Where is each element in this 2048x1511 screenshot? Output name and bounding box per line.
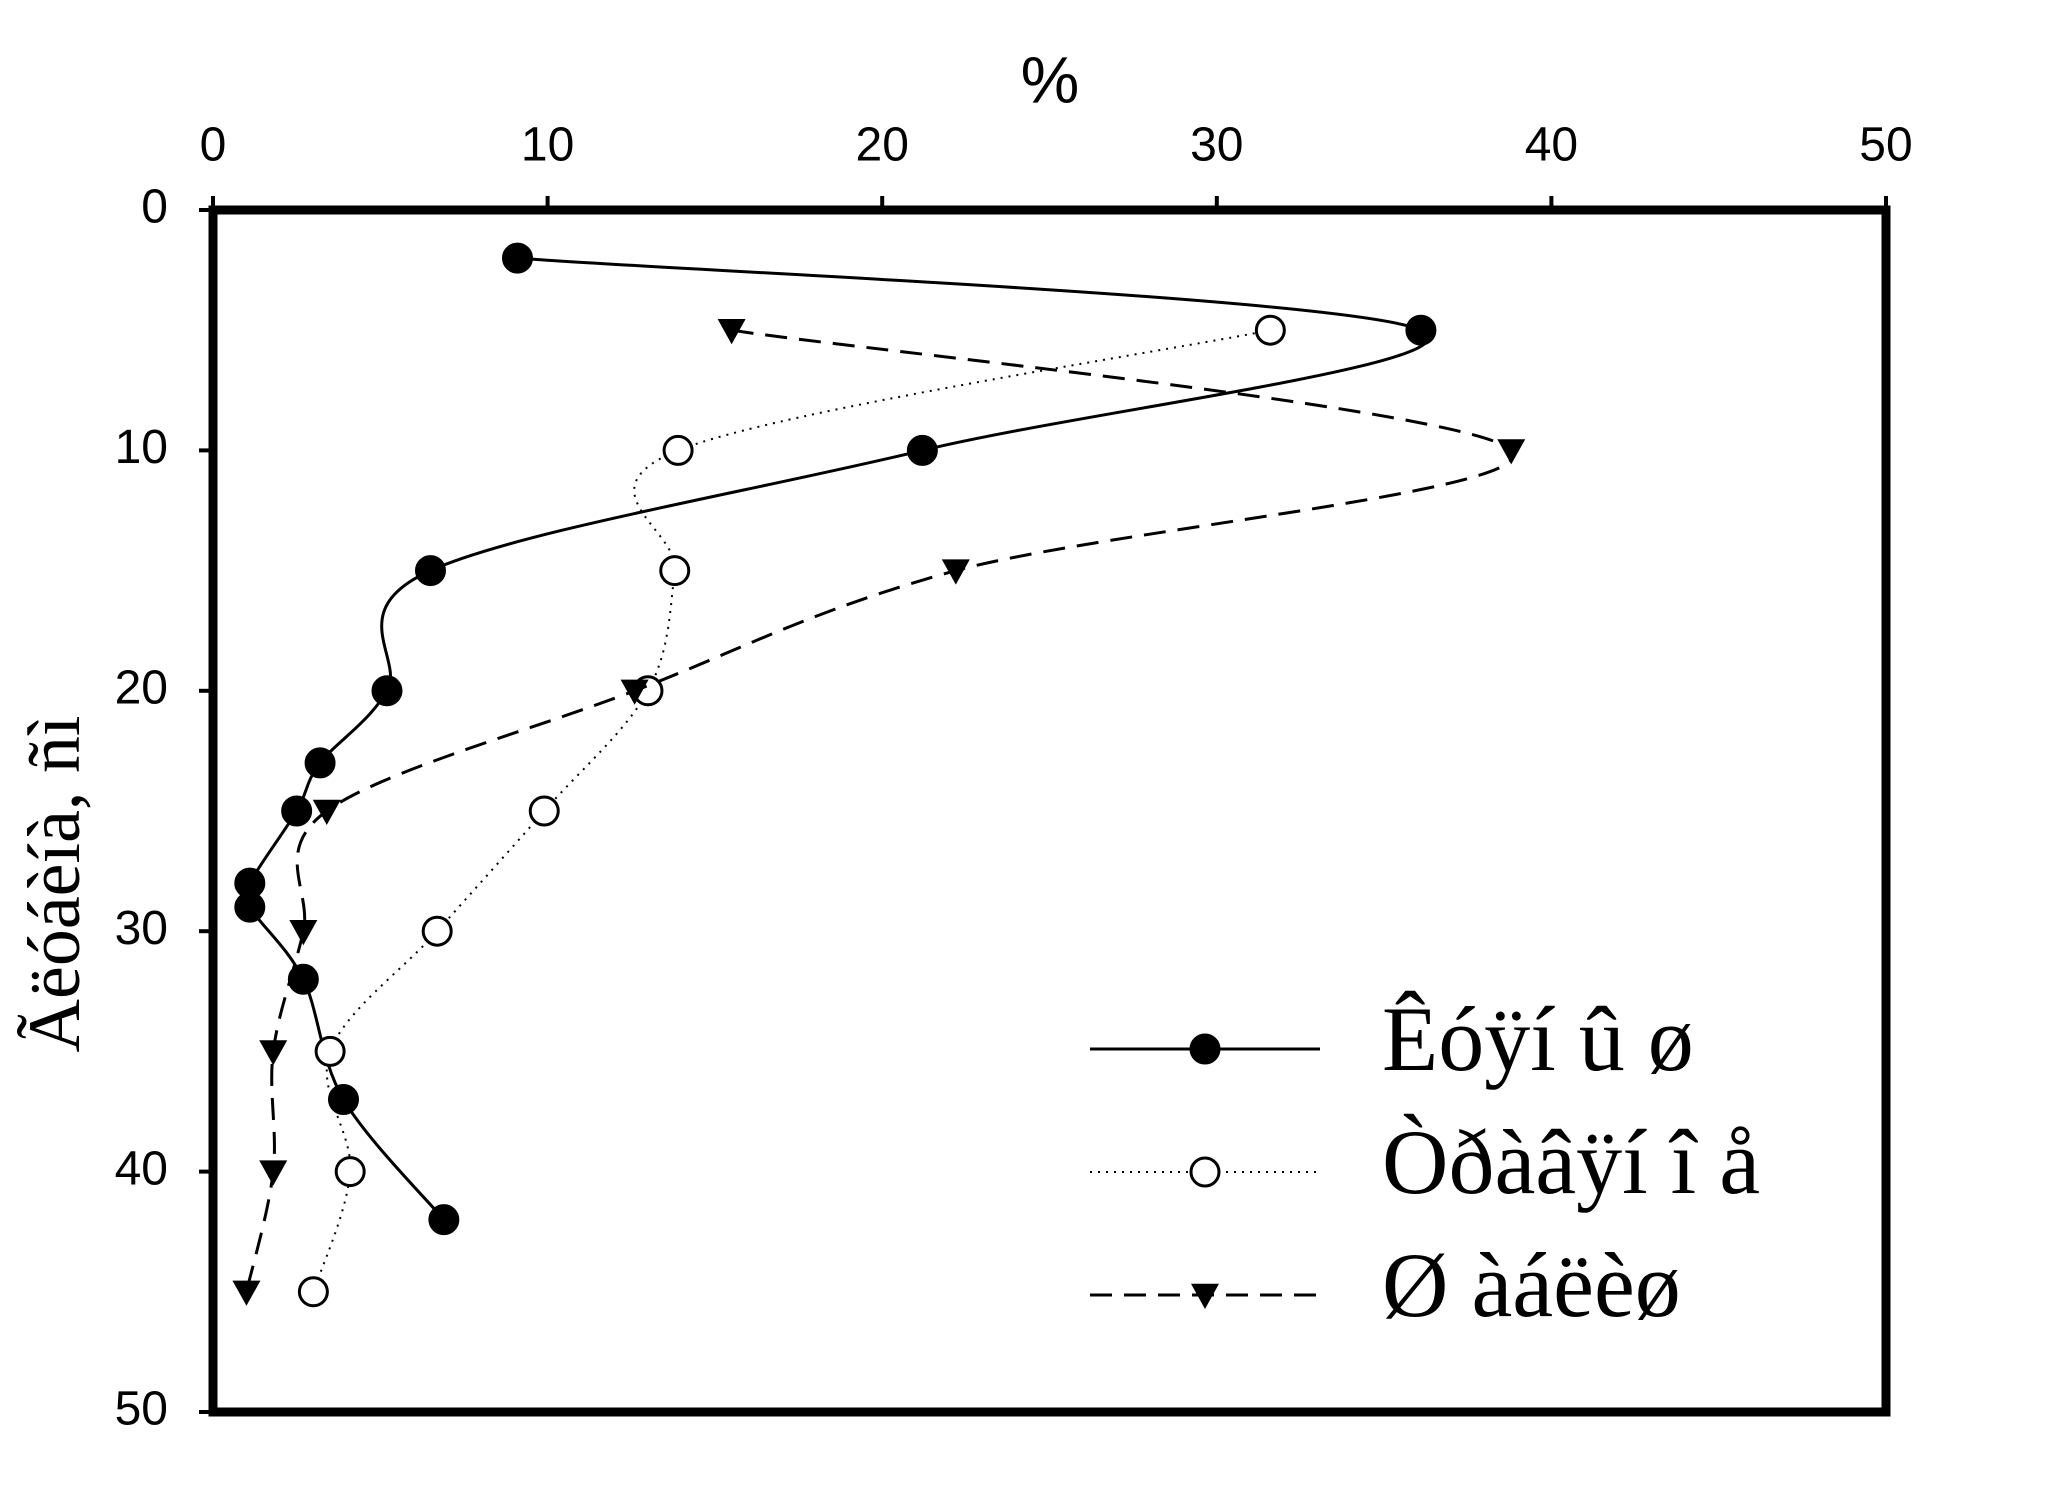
marker xyxy=(428,1204,460,1236)
x-tick-label: 20 xyxy=(856,119,909,172)
marker xyxy=(371,675,403,707)
marker xyxy=(234,891,266,923)
y-tick-label: 40 xyxy=(115,1142,168,1195)
legend-label: Òðàâÿí î å xyxy=(1382,1111,1760,1213)
legend-marker xyxy=(1189,1156,1221,1188)
marker xyxy=(421,915,453,947)
plot-frame xyxy=(208,205,1891,1417)
y-tick-label: 10 xyxy=(115,421,168,474)
marker xyxy=(297,1276,329,1308)
y-tick-label: 20 xyxy=(115,661,168,714)
marker xyxy=(906,434,938,466)
series-line xyxy=(312,329,1271,1293)
legend-label: Ø àáëèø xyxy=(1382,1234,1681,1336)
marker xyxy=(304,747,336,779)
marker xyxy=(314,1035,346,1067)
marker xyxy=(327,1083,359,1115)
marker xyxy=(528,795,560,827)
marker xyxy=(662,434,694,466)
marker xyxy=(289,920,318,946)
marker xyxy=(232,1280,261,1306)
marker xyxy=(414,555,446,587)
marker xyxy=(941,559,970,585)
x-tick-label: 40 xyxy=(1525,119,1578,172)
y-axis-label: Ãëóáèíà, ñì xyxy=(14,716,96,1053)
marker xyxy=(1497,439,1526,465)
marker xyxy=(281,795,313,827)
legend-label: Êóÿí û ø xyxy=(1382,988,1694,1090)
y-tick-label: 30 xyxy=(115,902,168,955)
marker xyxy=(259,1040,288,1066)
marker xyxy=(1254,314,1286,346)
marker xyxy=(501,242,533,274)
legend-marker xyxy=(1191,1283,1219,1309)
marker xyxy=(1405,314,1437,346)
series-line xyxy=(242,256,1430,1221)
x-tick-label: 10 xyxy=(521,119,574,172)
y-tick-label: 50 xyxy=(115,1383,168,1436)
marker xyxy=(312,799,341,825)
series-line xyxy=(244,328,1515,1293)
x-tick-label: 50 xyxy=(1859,119,1912,172)
marker xyxy=(717,319,746,345)
marker xyxy=(620,679,649,705)
marker xyxy=(334,1156,366,1188)
x-tick-label: 30 xyxy=(1190,119,1243,172)
y-tick-label: 0 xyxy=(141,181,168,234)
x-tick-label: 0 xyxy=(200,119,227,172)
x-axis-label: % xyxy=(1021,42,1080,116)
legend-marker xyxy=(1189,1033,1221,1065)
marker xyxy=(259,1160,288,1186)
marker xyxy=(659,555,691,587)
